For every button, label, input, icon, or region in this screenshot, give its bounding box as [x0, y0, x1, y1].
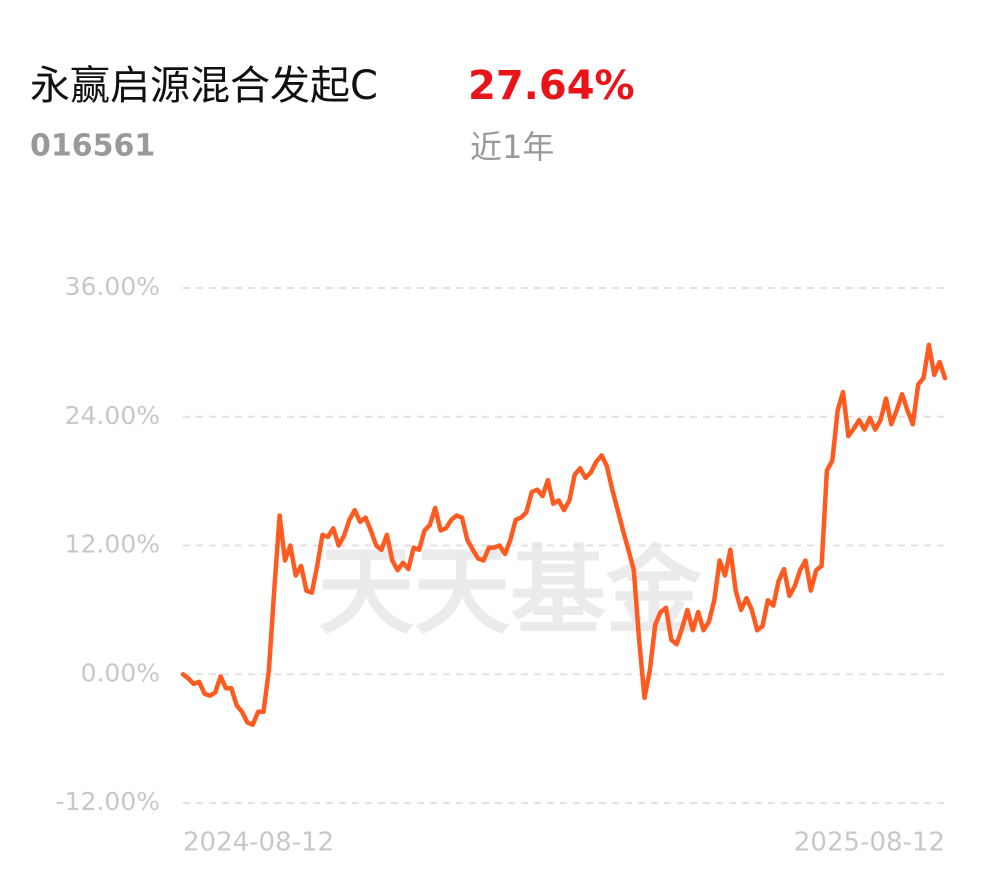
x-tick-label: 2025-08-12	[794, 828, 945, 858]
period: 近1年	[470, 128, 554, 166]
series-line	[180, 342, 948, 727]
watermark: 天天基金	[318, 535, 703, 647]
fund-name: 永赢启源混合发起C	[30, 63, 378, 109]
y-tick-label: 0.00%	[81, 658, 160, 687]
y-tick-label: -12.00%	[56, 787, 160, 816]
y-tick-label: 36.00%	[65, 272, 160, 301]
y-tick-label: 24.00%	[65, 401, 160, 430]
fund-return: 27.64%	[468, 63, 635, 109]
fund-code: 016561	[30, 129, 155, 164]
x-tick-label: 2024-08-12	[183, 828, 334, 858]
y-tick-label: 12.00%	[65, 530, 160, 559]
